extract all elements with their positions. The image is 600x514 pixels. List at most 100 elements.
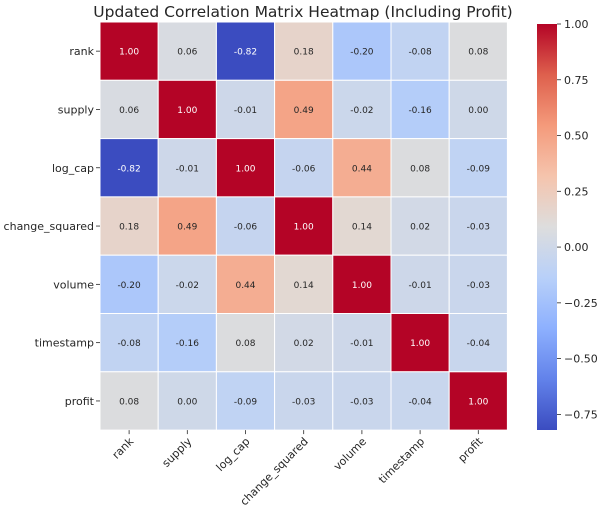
cell-value-label: -0.01 [350,339,373,349]
heatmap-cell [157,138,217,198]
cell-value-label: -0.04 [408,397,432,407]
cell-value-label: 0.44 [352,164,372,174]
heatmap-cell [99,196,159,256]
cell-value-label: -0.01 [408,281,431,291]
heatmap-cells: 1.00 0.06 -0.82 0.18 -0.20 -0.08 0.08 0.06 1.00 -… [99,21,508,431]
cell-value-label: -0.08 [408,48,432,58]
row-label: change_squared [4,220,94,233]
heatmap-cell [215,21,276,81]
cell-value-label: -0.16 [176,339,200,349]
column-label: log_cap [214,435,253,474]
heatmap-cell [157,313,217,373]
cell-value-label: 0.02 [410,223,430,233]
cell-value-label: 1.00 [119,48,139,58]
cell-value-label: -0.20 [117,281,141,291]
heatmap-cell [390,21,450,81]
heatmap-cell [390,138,450,198]
column-label: supply [160,435,195,470]
cell-value-label: 0.00 [468,106,488,116]
cell-value-label: 0.44 [235,281,255,291]
cell-value-label: -0.06 [234,223,258,233]
heatmap-cell [157,21,217,81]
cell-value-label: 0.08 [235,339,255,349]
heatmap-cell [99,21,159,81]
heatmap-cell [99,313,159,373]
heatmap-cell [215,138,276,198]
heatmap-cell [215,254,276,314]
colorbar-tick-label: −0.75 [564,408,598,421]
cell-value-label: -0.02 [350,106,373,116]
cell-value-label: -0.06 [292,164,316,174]
heatmap-cell [332,138,392,198]
heatmap-cell [157,196,217,256]
row-label: supply [58,103,95,116]
colorbar-tick-label: 0.50 [564,130,589,143]
colorbar-tick-label: 0.00 [564,241,589,254]
column-label: rank [110,435,137,462]
colorbar-tick-label: 0.25 [564,185,589,198]
heatmap-cell [332,79,392,140]
row-label: log_cap [52,162,94,175]
cell-value-label: 0.18 [294,48,314,58]
cell-value-label: 1.00 [235,164,255,174]
cell-value-label: 0.49 [294,106,314,116]
cell-value-label: -0.82 [117,164,140,174]
heatmap-cell [215,371,276,431]
cell-value-label: 0.14 [294,281,314,291]
cell-value-label: -0.03 [467,223,490,233]
cell-value-label: -0.16 [408,106,432,116]
cell-value-label: -0.01 [234,106,257,116]
heatmap-cell [215,79,276,140]
colorbar-tick-label: −0.50 [564,353,598,366]
cell-value-label: 0.14 [352,223,372,233]
column-label: timestamp [376,435,427,486]
heatmap-cell [274,313,334,373]
cell-value-label: -0.09 [234,397,258,407]
cell-value-label: -0.82 [234,48,257,58]
heatmap-cell [390,196,450,256]
cell-value-label: 0.00 [177,397,197,407]
cell-value-label: -0.04 [467,339,491,349]
row-label: profit [65,395,95,408]
heatmap-cell [99,254,159,314]
cell-value-label: 1.00 [410,339,430,349]
colorbar [537,24,557,430]
cell-value-label: -0.20 [350,48,374,58]
heatmap-cell [448,313,508,373]
chart-title: Updated Correlation Matrix Heatmap (Incl… [93,3,512,21]
cell-value-label: 1.00 [352,281,372,291]
cell-value-label: 0.18 [119,223,139,233]
heatmap-cell [448,371,508,431]
heatmap-cell [390,371,450,431]
cell-value-label: -0.03 [467,281,490,291]
cell-value-label: 0.06 [177,48,197,58]
cell-value-label: 0.49 [177,223,197,233]
row-label: timestamp [35,337,94,350]
row-label: rank [69,45,94,58]
heatmap-cell [448,138,508,198]
heatmap-cell [332,371,392,431]
cell-value-label: 1.00 [177,106,197,116]
cell-value-label: 1.00 [468,397,488,407]
cell-value-label: -0.03 [350,397,373,407]
heatmap-cell [448,196,508,256]
colorbar-ticks: 1.00 0.75 0.50 0.25 0.00 −0.25 −0.50 −0.75 [557,18,598,421]
column-label: volume [331,435,369,473]
row-label: volume [53,278,94,291]
colorbar-tick-label: −0.25 [564,297,598,310]
cell-value-label: 1.00 [294,223,314,233]
cell-value-label: -0.08 [117,339,141,349]
column-label: profit [456,435,486,465]
cell-value-label: -0.01 [176,164,199,174]
heatmap-cell [274,371,334,431]
cell-value-label: -0.09 [467,164,491,174]
cell-value-label: 0.02 [294,339,314,349]
cell-value-label: 0.08 [119,397,139,407]
cell-value-label: 0.08 [410,164,430,174]
colorbar-tick-label: 0.75 [564,74,589,87]
cell-value-label: 0.08 [468,48,488,58]
colorbar-tick-label: 1.00 [564,18,589,31]
